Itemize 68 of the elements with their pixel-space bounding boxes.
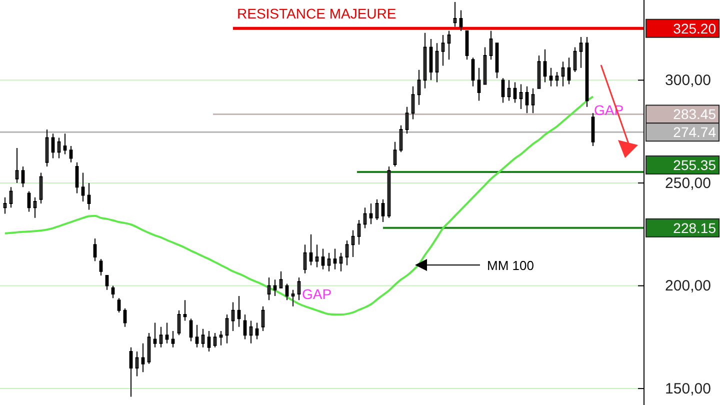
candlestick (321, 248, 325, 270)
candlestick (153, 322, 157, 348)
y-tick-label: 150,00 (665, 380, 711, 398)
candlestick (327, 252, 331, 272)
candlestick (333, 248, 337, 270)
candlestick (477, 67, 481, 102)
candlestick (159, 326, 163, 348)
candlestick (549, 67, 553, 87)
candlestick (525, 86, 529, 114)
candlestick (279, 270, 283, 288)
legend-label: MM 100 (487, 258, 534, 273)
candlestick (129, 346, 133, 398)
candlestick (453, 2, 457, 28)
candlestick (165, 322, 169, 344)
candlestick (87, 182, 91, 210)
candlestick (339, 252, 343, 272)
candlestick (141, 342, 145, 373)
candlestick (201, 328, 205, 348)
candlestick (3, 196, 7, 214)
candlestick (345, 240, 349, 266)
candlestick (351, 230, 355, 258)
ref-line-label: 274.74 (673, 124, 716, 140)
candlestick (561, 61, 565, 87)
candlestick (171, 330, 175, 348)
candlestick (219, 330, 223, 346)
candlestick (357, 219, 361, 246)
candlestick (555, 71, 559, 87)
candlestick (579, 36, 583, 68)
candlestick (441, 34, 445, 66)
annotation: GAP (302, 286, 332, 302)
ref-line-label: 255.35 (673, 156, 716, 173)
y-tick-label: 200,00 (665, 278, 711, 295)
candlestick (183, 300, 187, 322)
annotation: RESISTANCE MAJEURE (237, 5, 396, 22)
candlestick (543, 48, 547, 83)
ref-line-label: 283.45 (673, 106, 716, 122)
candlestick (195, 324, 199, 348)
candlestick (207, 330, 211, 352)
line-series (4, 96, 594, 316)
candlestick (315, 244, 319, 268)
candlestick (231, 302, 235, 332)
candlestick (531, 88, 535, 114)
candlestick (57, 137, 61, 159)
y-tick-label: 300,00 (665, 72, 711, 89)
candlestick (369, 203, 373, 225)
candlestick (459, 10, 463, 32)
candlestick (417, 69, 421, 106)
candlestick (255, 322, 259, 340)
candlestick (273, 279, 277, 297)
y-tick-label: 250,00 (665, 174, 711, 192)
candlestick (135, 351, 139, 377)
candlestick (519, 84, 523, 110)
candlestick (309, 234, 313, 266)
candlestick (63, 133, 67, 155)
candlestick (249, 320, 253, 344)
candlestick (447, 30, 451, 60)
candlestick (567, 57, 571, 85)
candlestick (291, 289, 295, 307)
candlestick (33, 196, 37, 218)
candlestick (81, 172, 85, 202)
candlestick (69, 145, 73, 163)
candlestick (237, 296, 241, 328)
candlestick (513, 82, 517, 104)
candlestick (267, 277, 271, 301)
candlestick (15, 148, 19, 184)
candlestick (507, 80, 511, 102)
ref-line-label: 325.20 (673, 20, 716, 36)
ref-line-label: 228.15 (673, 220, 716, 236)
